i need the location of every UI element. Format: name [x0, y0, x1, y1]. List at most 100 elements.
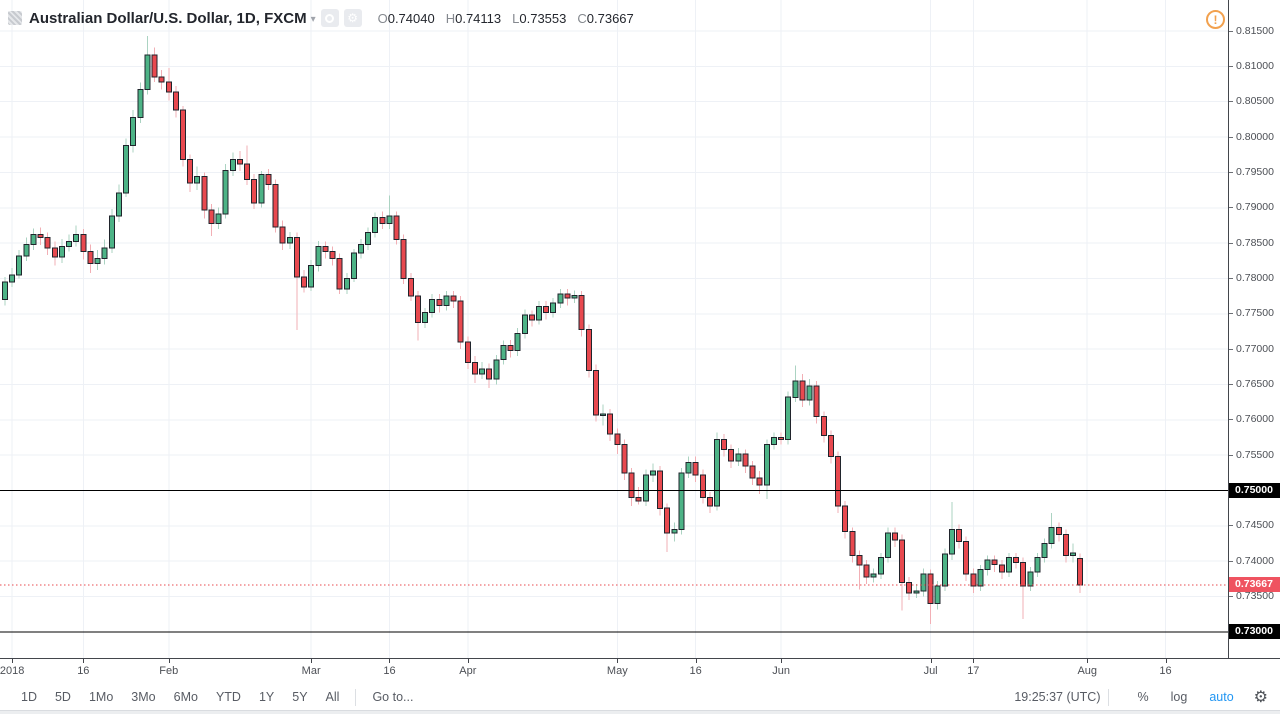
candle [899, 534, 906, 611]
time-tick [168, 659, 170, 663]
candle [165, 67, 172, 101]
price-label: 0.78000 [1229, 271, 1274, 284]
candle [507, 340, 514, 358]
price-axis[interactable]: 0.81500 0.81000 0.80500 0.80000 0.79500 0.790… [1228, 0, 1280, 658]
candle [977, 564, 984, 591]
candle [443, 291, 450, 311]
candle [714, 432, 720, 511]
candle [471, 356, 478, 384]
chevron-down-icon[interactable]: ▾ [310, 13, 316, 25]
candle [820, 411, 827, 443]
candle [735, 448, 742, 466]
candle [329, 246, 336, 266]
time-label: Mar [301, 665, 321, 677]
compare-icon[interactable] [320, 9, 339, 27]
clock-label[interactable]: 19:25:37 (UTC) [1014, 690, 1101, 704]
candle [279, 220, 286, 251]
price-label: 0.73500 [1229, 590, 1274, 603]
candle [685, 456, 692, 478]
current-price-label: 0.73667 [1229, 577, 1280, 593]
time-label: Apr [459, 665, 477, 677]
candle [308, 260, 315, 292]
open-label: O [377, 10, 388, 26]
candle [59, 238, 65, 263]
candle [913, 583, 920, 598]
range-button-1d[interactable]: 1D [12, 690, 46, 704]
line-price-label: 0.75000 [1229, 483, 1280, 499]
time-label: 2018 [0, 665, 25, 677]
candle [984, 555, 991, 576]
time-tick [973, 659, 975, 663]
percent-scale-button[interactable]: % [1137, 690, 1149, 704]
candle [970, 568, 977, 594]
series-settings-gear-icon[interactable]: ⚙ [343, 9, 362, 27]
line-price-label: 0.73000 [1229, 624, 1280, 640]
candle [614, 428, 621, 454]
time-tick [389, 659, 391, 663]
price-label: 0.74500 [1229, 519, 1274, 532]
candle [115, 184, 122, 222]
time-tick [12, 659, 14, 663]
candle [771, 432, 777, 450]
candle [450, 291, 457, 309]
candle [151, 47, 158, 82]
candle [251, 173, 258, 210]
log-scale-button[interactable]: log [1170, 690, 1188, 704]
time-label: 16 [1159, 665, 1172, 677]
chart-pane[interactable] [0, 0, 1228, 658]
candle [1013, 552, 1019, 569]
candle [144, 35, 151, 95]
open-value: 0.74040 [387, 10, 435, 26]
candle [749, 460, 756, 485]
candle [301, 270, 307, 293]
candle [706, 492, 713, 514]
range-button-1mo[interactable]: 1Mo [80, 690, 122, 704]
candle [827, 430, 834, 464]
high-label: H [445, 10, 456, 26]
time-tick [83, 659, 85, 663]
candle [920, 568, 927, 597]
candle [813, 381, 820, 424]
range-button-3mo[interactable]: 3Mo [122, 690, 164, 704]
candle [628, 467, 635, 507]
price-label: 0.75500 [1229, 448, 1274, 461]
range-button-1y[interactable]: 1Y [250, 690, 283, 704]
price-label: 0.80500 [1229, 95, 1274, 108]
candle [578, 291, 585, 337]
price-label: 0.74000 [1229, 554, 1274, 567]
auto-scale-button[interactable]: auto [1209, 690, 1234, 704]
time-label: Aug [1077, 665, 1098, 677]
goto-button[interactable]: Go to... [372, 690, 414, 704]
candle [393, 211, 400, 245]
settings-gear-icon[interactable]: ⚙ [1253, 689, 1268, 706]
range-button-6mo[interactable]: 6Mo [165, 690, 207, 704]
candle [1077, 553, 1084, 593]
range-button-all[interactable]: All [317, 690, 349, 704]
candle [1027, 566, 1034, 591]
candle [37, 227, 44, 246]
candle [607, 409, 614, 442]
range-button-5d[interactable]: 5D [46, 690, 80, 704]
range-button-5y[interactable]: 5Y [283, 690, 316, 704]
candle [208, 204, 215, 236]
candle [1020, 557, 1027, 620]
candle [621, 439, 628, 480]
candle [222, 163, 229, 219]
time-axis[interactable]: 2018 16 Feb Mar 16 Apr May 16 Jun Jul 17 Aug 16 [0, 658, 1280, 684]
candle [429, 294, 436, 318]
candle [778, 432, 785, 445]
alert-icon[interactable]: ! [1206, 10, 1225, 29]
candle [892, 527, 898, 548]
price-label: 0.81500 [1229, 24, 1274, 37]
candle [215, 207, 222, 229]
candle [956, 524, 963, 549]
price-label: 0.81000 [1229, 59, 1274, 72]
range-button-ytd[interactable]: YTD [207, 690, 250, 704]
price-label: 0.77000 [1229, 342, 1274, 355]
candle [493, 354, 500, 385]
candle [322, 241, 329, 259]
price-label: 0.78500 [1229, 236, 1274, 249]
close-label: C [577, 10, 587, 26]
time-tick [467, 659, 469, 663]
symbol-title[interactable]: Australian Dollar/U.S. Dollar, 1D, FXCM [29, 9, 307, 27]
